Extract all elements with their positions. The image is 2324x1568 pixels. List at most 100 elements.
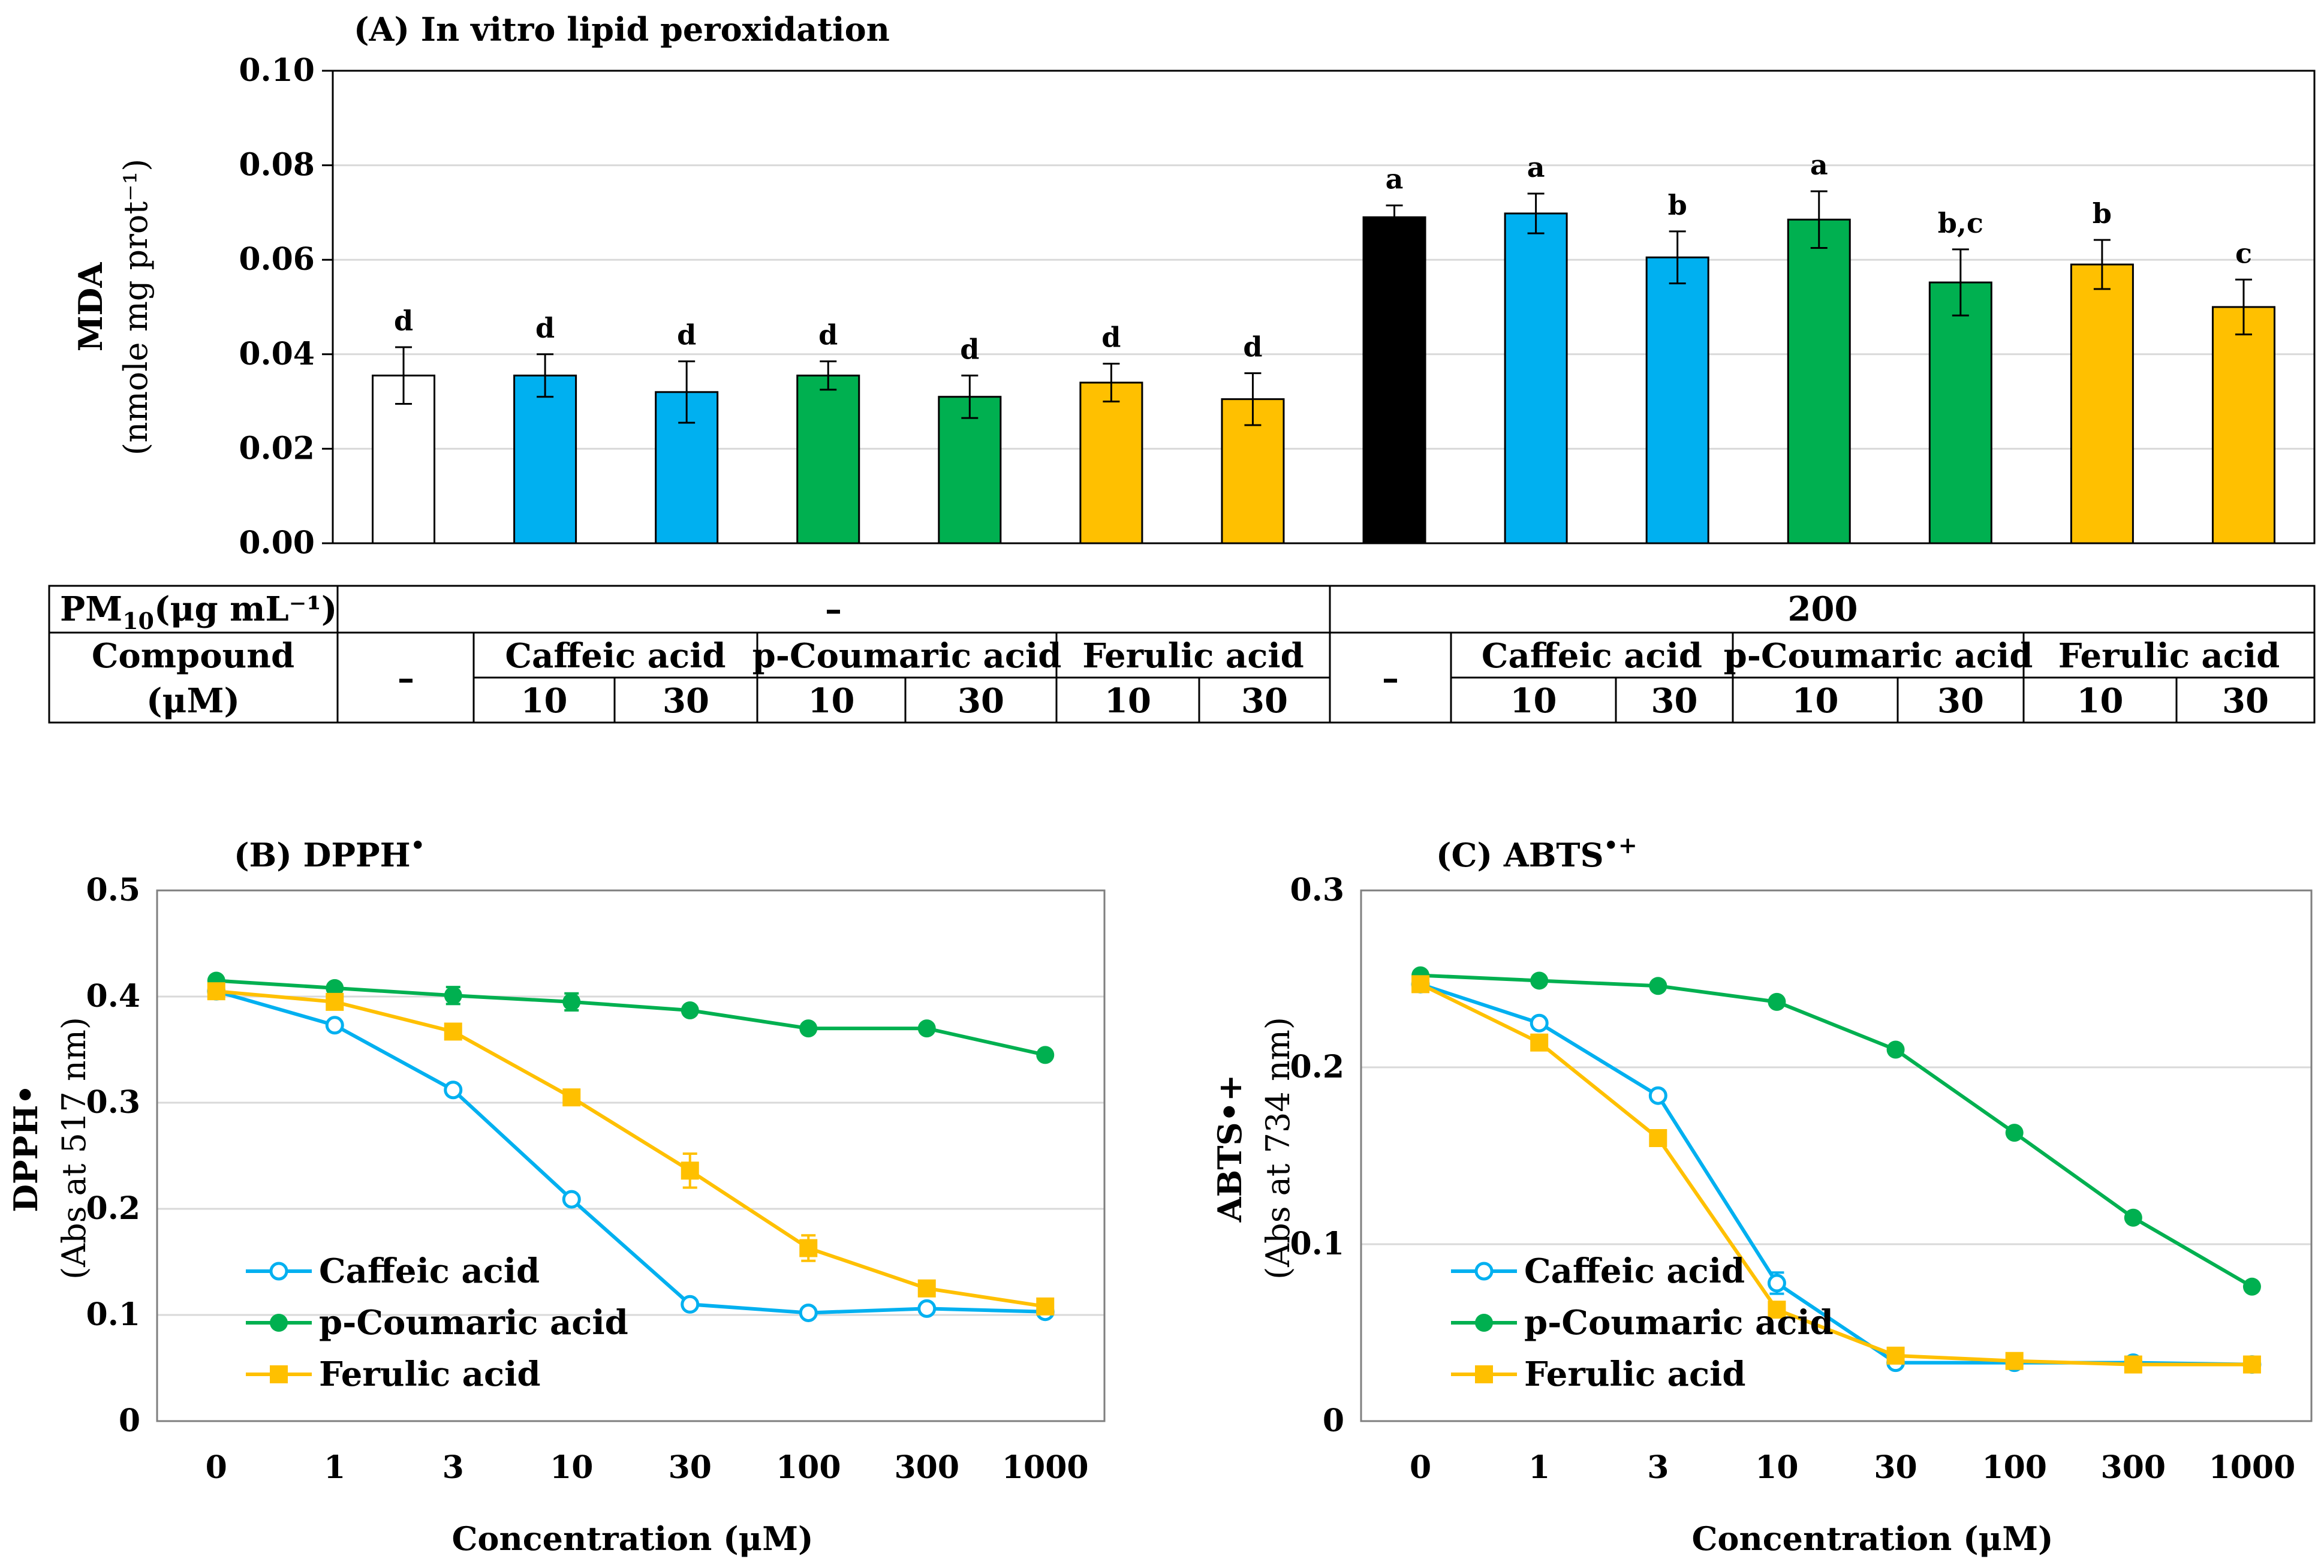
panel-b-y-label-line2: (Abs at 517 nm) — [55, 1017, 93, 1280]
significance-letter: d — [1243, 330, 1262, 363]
legend-label: p-Coumaric acid — [1524, 1303, 1834, 1343]
y-tick-label: 0.5 — [86, 872, 140, 908]
bar — [1504, 212, 1568, 544]
table-dose: 30 — [663, 681, 709, 721]
x-tick-label: 3 — [1647, 1449, 1669, 1486]
panel-b-title-text: (B) DPPH — [234, 836, 411, 874]
data-point — [1649, 1129, 1667, 1147]
data-point — [2124, 1208, 2142, 1227]
table-dose: 10 — [1792, 681, 1839, 721]
bar — [1645, 256, 1709, 544]
bar — [2070, 263, 2134, 544]
legend-marker — [1475, 1365, 1493, 1383]
significance-letter: d — [818, 319, 838, 351]
legend-label: Ferulic acid — [1524, 1355, 1746, 1394]
series-line — [216, 979, 1046, 1057]
significance-letter: d — [394, 305, 413, 337]
table-pm-unit: (μg mL⁻¹) — [154, 589, 337, 629]
y-tick-label: 0.10 — [239, 52, 315, 89]
y-tick-label: 0.04 — [239, 336, 315, 372]
x-tick-label: 10 — [1755, 1449, 1798, 1486]
data-point — [1886, 1346, 1905, 1365]
y-tick-label: 0.1 — [1290, 1226, 1344, 1262]
significance-letter: d — [1101, 321, 1121, 354]
bar — [513, 374, 577, 544]
legend-label: Ferulic acid — [319, 1355, 541, 1394]
y-tick-label: 0.2 — [1290, 1049, 1344, 1085]
y-tick-label: 0.1 — [86, 1296, 140, 1333]
panel-c-abts: (C) ABTS•+ ABTS•+ (Abs at 734 nm) Concen… — [1211, 832, 2313, 1558]
significance-letter: a — [1386, 163, 1404, 195]
data-point — [2124, 1355, 2142, 1374]
data-point — [917, 1279, 936, 1298]
data-point — [1530, 1013, 1549, 1033]
data-point — [444, 1022, 462, 1041]
panel-a-y-label-line2: (nmole mg prot⁻¹) — [117, 159, 155, 456]
x-tick-label: 3 — [442, 1449, 464, 1486]
panel-c-title: (C) ABTS•+ — [1436, 832, 1637, 874]
data-point — [1036, 1046, 1055, 1064]
legend-label: p-Coumaric acid — [319, 1303, 628, 1343]
x-tick-label: 300 — [894, 1449, 959, 1486]
panel-b-title-sup: • — [411, 832, 425, 859]
panel-c-y-label-line2: (Abs at 734 nm) — [1259, 1017, 1297, 1280]
legend-marker — [269, 1262, 288, 1281]
series-line — [216, 989, 1046, 1308]
table-pm-none: – — [825, 589, 842, 629]
panel-b-x-label: Concentration (μM) — [451, 1519, 813, 1558]
table-dose: 10 — [521, 681, 568, 721]
significance-letter: a — [1527, 151, 1545, 183]
panel-b-dpph: (B) DPPH• DPPH• (Abs at 517 nm) Concentr… — [7, 832, 1106, 1558]
data-point — [2242, 1277, 2261, 1296]
panel-a-plot-frame — [332, 70, 2316, 544]
y-tick-label: 0.00 — [239, 525, 315, 561]
table-dose: 30 — [2222, 681, 2269, 721]
y-tick-label: 0 — [119, 1403, 140, 1439]
panel-c-y-label-line1: ABTS•+ — [1211, 1075, 1249, 1223]
y-tick-label: 0 — [1323, 1403, 1344, 1439]
data-point — [562, 1190, 581, 1209]
panel-a-lipid-peroxidation: (A) In vitro lipid peroxidation 0.00 0.02… — [48, 10, 2316, 724]
y-tick-label: 0.2 — [86, 1190, 140, 1227]
x-tick-label: 10 — [550, 1449, 593, 1486]
data-point — [681, 1001, 699, 1020]
table-compound-unit: (μM) — [146, 681, 240, 721]
data-point — [1036, 1297, 1055, 1316]
data-point — [444, 986, 462, 1005]
table-dose: 30 — [1937, 681, 1984, 721]
bar — [1362, 216, 1426, 544]
bar — [1079, 381, 1143, 544]
table-pm-200: 200 — [1788, 589, 1858, 629]
significance-letter: d — [535, 312, 555, 344]
panel-a-gridlines — [333, 164, 2314, 450]
data-point — [1411, 975, 1430, 994]
plot-frame — [1360, 889, 2313, 1422]
panel-b-y-label-line1: DPPH• — [7, 1084, 45, 1212]
panel-b-title: (B) DPPH• — [234, 832, 425, 874]
panel-a-y-label-line1: MDA — [71, 262, 110, 352]
significance-letter: b — [1668, 189, 1687, 221]
x-tick-label: 100 — [1982, 1449, 2047, 1486]
treatment-table: PM10(μg mL⁻¹) – 200 Compound (μM) – – Ca… — [48, 585, 2316, 724]
x-tick-label: 1 — [324, 1449, 345, 1486]
legend-marker — [1475, 1314, 1493, 1332]
data-point — [917, 1019, 936, 1038]
data-point — [1530, 971, 1549, 990]
table-pm-subscript: 10 — [122, 607, 154, 634]
data-point — [562, 1088, 581, 1107]
data-point — [1530, 1033, 1549, 1052]
data-point — [2005, 1352, 2024, 1370]
bar — [1787, 218, 1851, 544]
table-dose: 10 — [2077, 681, 2124, 721]
table-compound-name: Ferulic acid — [2058, 636, 2280, 676]
data-point — [799, 1239, 818, 1257]
bar — [796, 374, 860, 544]
data-point — [681, 1295, 700, 1314]
panel-a-y-ticks: 0.00 0.02 0.04 0.06 0.08 0.10 — [239, 52, 333, 561]
data-point — [799, 1019, 818, 1038]
data-point — [1768, 1301, 1786, 1319]
data-point — [326, 979, 344, 997]
x-tick-label: 1 — [1528, 1449, 1550, 1486]
data-point — [2005, 1124, 2024, 1142]
